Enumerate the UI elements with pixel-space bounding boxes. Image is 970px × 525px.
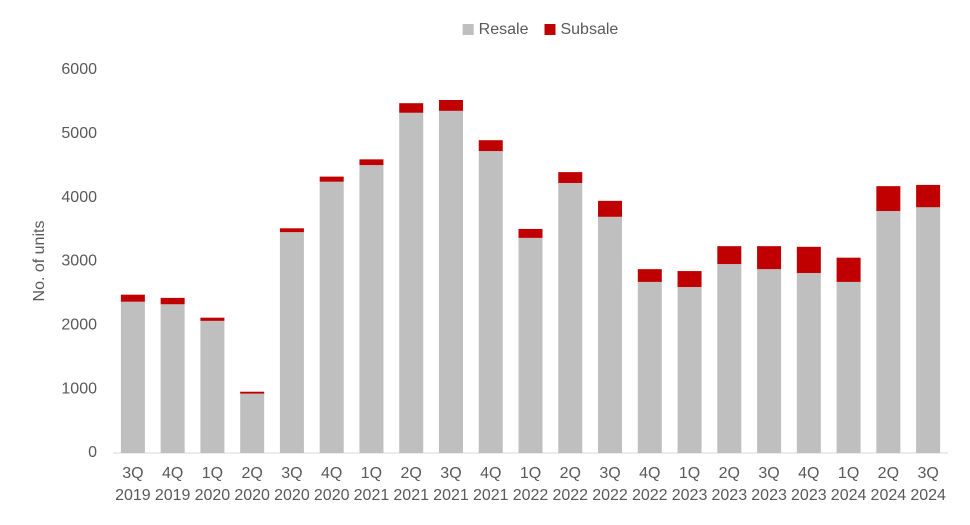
bar-segment — [757, 246, 782, 270]
bar-segment — [916, 207, 941, 453]
bar-segment — [598, 200, 623, 217]
bar-segment — [637, 269, 662, 282]
bar-segment — [478, 140, 503, 152]
bar-segment — [319, 176, 344, 182]
bar-segment — [120, 294, 145, 302]
y-tick-label: 0 — [88, 444, 97, 461]
x-tick-label: 3Q 2019 — [115, 465, 151, 504]
x-tick-label: 3Q 2023 — [751, 465, 787, 504]
x-tick-label: 3Q 2021 — [433, 465, 469, 504]
x-tick-label: 3Q 2022 — [592, 465, 628, 504]
bar-segment — [438, 110, 463, 453]
x-tick-label: 2Q 2023 — [711, 465, 748, 504]
x-tick-label: 1Q 2020 — [194, 465, 231, 504]
x-tick-label: 2Q 2020 — [234, 465, 270, 504]
x-tick-label: 1Q 2024 — [830, 465, 867, 504]
bar-segment — [200, 320, 225, 453]
bar-segment — [796, 272, 821, 453]
x-tick-label: 4Q 2019 — [154, 465, 191, 504]
y-tick-label: 4000 — [61, 189, 97, 206]
bar-segment — [518, 237, 543, 453]
bar-segment — [558, 172, 583, 183]
bar-segment — [200, 317, 225, 321]
bar-segment — [359, 165, 384, 453]
x-tick-label: 1Q 2023 — [671, 465, 708, 504]
x-tick-label: 3Q 2024 — [910, 465, 946, 504]
bar-segment — [279, 232, 304, 453]
bar-segment — [240, 393, 265, 453]
bar-segment — [399, 103, 424, 113]
legend-label: Resale — [479, 21, 529, 38]
x-tick-label: 4Q 2020 — [313, 465, 350, 504]
y-axis-label: No. of units — [31, 221, 48, 302]
x-tick-label: 2Q 2022 — [552, 465, 589, 504]
bar-segment — [598, 216, 623, 453]
bar-segment — [757, 269, 782, 453]
y-tick-label: 5000 — [61, 125, 97, 142]
bar-segment — [399, 112, 424, 453]
bar-segment — [240, 391, 265, 394]
legend-swatch — [544, 24, 556, 35]
bar-segment — [518, 228, 543, 238]
bar-segment — [717, 246, 742, 265]
bar-segment — [160, 297, 185, 305]
legend-swatch — [462, 24, 474, 35]
x-tick-label: 1Q 2022 — [512, 465, 549, 504]
x-tick-label: 2Q 2021 — [393, 465, 429, 504]
x-tick-label: 3Q 2020 — [274, 465, 310, 504]
bar-segment — [717, 264, 742, 453]
bar-segment — [796, 246, 821, 273]
y-tick-label: 3000 — [61, 253, 97, 270]
bar-segment — [637, 281, 662, 453]
bar-segment — [677, 271, 702, 288]
x-tick-label: 4Q 2021 — [472, 465, 509, 504]
bar-segment — [876, 186, 901, 212]
bar-segment — [836, 281, 861, 453]
x-tick-label: 4Q 2023 — [791, 465, 827, 504]
bar-segment — [319, 181, 344, 454]
bar-segment — [160, 304, 185, 453]
x-tick-label: 4Q 2022 — [631, 465, 668, 504]
y-tick-label: 6000 — [61, 61, 97, 78]
bar-segment — [916, 184, 941, 208]
bar-segment — [279, 228, 304, 233]
bar-segment — [836, 257, 861, 282]
bar-segment — [438, 100, 463, 111]
bar-segment — [478, 151, 503, 453]
legend-label: Subsale — [560, 21, 618, 38]
x-tick-label: 2Q 2024 — [870, 465, 907, 504]
bar-segment — [876, 211, 901, 453]
x-tick-label: 1Q 2021 — [353, 465, 390, 504]
y-tick-label: 1000 — [61, 380, 97, 397]
bar-segment — [558, 182, 583, 454]
bar-segment — [359, 159, 384, 166]
bar-segment — [677, 287, 702, 453]
y-tick-label: 2000 — [61, 317, 97, 334]
bar-segment — [120, 301, 145, 453]
